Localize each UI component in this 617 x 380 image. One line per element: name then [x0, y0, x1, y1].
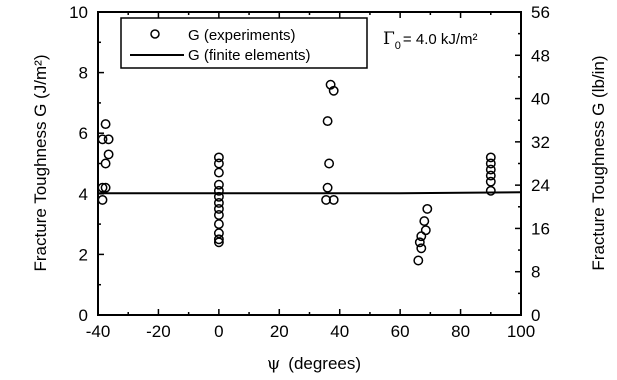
- legend-marker-experiments: [150, 29, 160, 39]
- experiment-point: [485, 170, 496, 181]
- y-tick-label-right: 40: [531, 90, 550, 109]
- gamma-symbol: Γ: [383, 29, 395, 49]
- fe-series: [98, 191, 522, 195]
- experiment-point: [213, 210, 224, 220]
- experiment-point: [419, 216, 430, 227]
- experiment-point: [213, 234, 224, 245]
- experiment-point: [485, 185, 496, 196]
- gamma-value: = 4.0 kJ/m²: [403, 31, 478, 48]
- experiment-point: [485, 176, 496, 187]
- legend-label-finite-elements: G (finite elements): [188, 47, 311, 64]
- experiment-point: [422, 203, 433, 214]
- legend-label-experiments: G (experiments): [188, 27, 296, 44]
- experiment-point: [328, 194, 339, 205]
- y-tick-label-right: 8: [531, 263, 540, 282]
- experiment-point: [324, 158, 335, 169]
- experiment-point: [322, 182, 333, 193]
- legend-box: [120, 17, 368, 69]
- axis-ticks: [97, 11, 522, 316]
- experiment-point: [485, 164, 496, 175]
- experiment-point: [213, 219, 224, 230]
- x-axis-symbol: ψ: [267, 354, 280, 374]
- x-axis-title: ψ (degrees): [267, 354, 361, 374]
- experiment-point: [213, 179, 224, 190]
- y-tick-label-left: 0: [79, 306, 88, 325]
- experiment-point: [322, 116, 333, 127]
- finite-element-line: [98, 191, 522, 195]
- y-tick-label-right: 0: [531, 306, 540, 325]
- experiment-point: [485, 152, 496, 163]
- gamma-subscript: 0: [395, 40, 401, 52]
- experiment-point: [213, 167, 224, 178]
- experiment-point: [213, 191, 224, 202]
- experiment-point: [103, 149, 114, 160]
- experiment-point: [213, 158, 224, 169]
- x-tick-label: 60: [391, 322, 410, 341]
- y-tick-label-left: 10: [69, 3, 88, 22]
- y-tick-label-left: 2: [79, 245, 88, 264]
- x-tick-label: 40: [330, 322, 349, 341]
- experiment-point: [213, 152, 224, 163]
- y-axis-title-left: Fracture Toughness G (J/m²): [31, 55, 50, 272]
- x-tick-label: -20: [146, 322, 171, 341]
- experiment-point: [213, 185, 224, 196]
- experiment-point: [416, 231, 427, 242]
- experiment-points: [97, 79, 496, 266]
- experiment-point: [100, 119, 111, 130]
- y-axis-title-right: Fracture Toughness G (lb/in): [589, 55, 608, 270]
- experiment-point: [420, 225, 431, 236]
- y-tick-label-left: 6: [79, 124, 88, 143]
- experiment-point: [213, 203, 224, 214]
- experiment-point: [321, 194, 332, 205]
- experiment-point: [97, 194, 108, 205]
- experiment-point: [100, 182, 111, 193]
- gamma-annotation: Γ0 = 4.0 kJ/m²: [383, 29, 478, 52]
- y-tick-label-right: 16: [531, 219, 550, 238]
- experiment-point: [414, 237, 425, 248]
- legend: G (experiments) G (finite elements): [120, 17, 368, 69]
- experiment-point: [97, 182, 108, 193]
- x-tick-label: -40: [86, 322, 111, 341]
- y-tick-label-left: 4: [79, 185, 88, 204]
- x-tick-label: 20: [270, 322, 289, 341]
- experiment-point: [103, 134, 114, 145]
- experiment-point: [416, 243, 427, 254]
- y-tick-label-left: 8: [79, 64, 88, 83]
- experiment-point: [100, 158, 111, 169]
- experiment-point: [413, 255, 424, 266]
- x-tick-label: 100: [507, 322, 535, 341]
- x-axis-unit: (degrees): [288, 354, 361, 373]
- y-tick-label-right: 32: [531, 133, 550, 152]
- experiment-point: [97, 134, 108, 145]
- y-tick-label-right: 56: [531, 3, 550, 22]
- experiment-point: [213, 197, 224, 208]
- x-tick-label: 80: [451, 322, 470, 341]
- experiment-point: [213, 237, 224, 248]
- experiment-point: [485, 158, 496, 169]
- experiment-point: [328, 85, 339, 96]
- x-tick-label: 0: [214, 322, 223, 341]
- y-tick-label-right: 24: [531, 176, 550, 195]
- y-tick-label-right: 48: [531, 46, 550, 65]
